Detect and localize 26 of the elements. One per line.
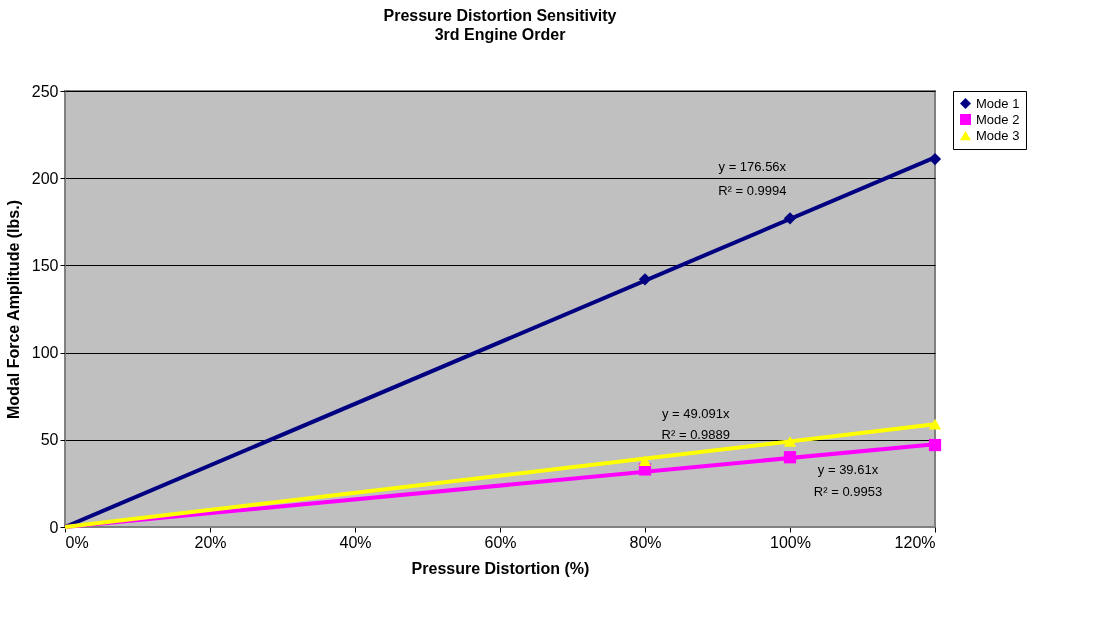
x-tick-label: 80% xyxy=(629,533,662,551)
y-tick-label: 100 xyxy=(31,344,59,362)
y-tick-label: 150 xyxy=(31,256,59,274)
y-tick-label: 0 xyxy=(49,518,59,536)
x-tick-label: 40% xyxy=(339,533,372,551)
chart-title: Pressure Distortion Sensitivity xyxy=(383,7,617,24)
y-tick-label: 200 xyxy=(31,169,59,187)
x-tick-label: 120% xyxy=(894,533,936,551)
y-tick-label: 250 xyxy=(31,82,59,100)
legend-label: Mode 3 xyxy=(976,127,1020,143)
x-axis-title: Pressure Distortion (%) xyxy=(411,559,590,577)
annotation: y = 49.091x xyxy=(661,405,731,421)
legend-label: Mode 1 xyxy=(976,95,1020,111)
x-tick-label: 20% xyxy=(194,533,227,551)
annotation: y = 39.61x xyxy=(817,462,879,478)
annotation: R² = 0.9953 xyxy=(813,484,883,500)
annotation: y = 176.56x xyxy=(718,159,787,175)
y-axis-title: Modal Force Amplitude (lbs.) xyxy=(4,200,22,419)
chart-subtitle: 3rd Engine Order xyxy=(434,26,566,43)
annotation: R² = 0.9889 xyxy=(661,427,730,443)
legend-label: Mode 2 xyxy=(976,111,1020,127)
x-tick-label: 100% xyxy=(770,533,811,551)
x-tick-label: 0% xyxy=(65,533,89,551)
annotation: R² = 0.9994 xyxy=(718,183,787,199)
y-tick-label: 50 xyxy=(40,431,59,449)
x-tick-label: 60% xyxy=(484,533,517,551)
